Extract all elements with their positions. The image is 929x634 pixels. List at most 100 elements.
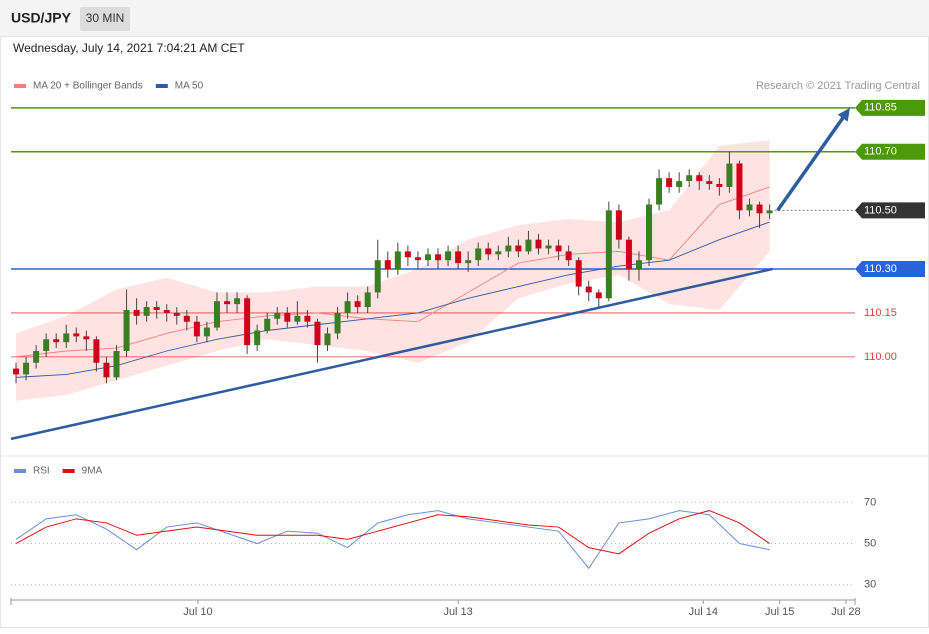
candle-body	[354, 301, 361, 308]
legend-label: 9MA	[82, 466, 103, 477]
level-tag	[855, 202, 925, 219]
x-tick-label: Jul 10	[183, 606, 212, 618]
candle-body	[264, 318, 271, 331]
candle-body	[254, 330, 261, 346]
candle-body	[314, 321, 321, 346]
x-tick-label: Jul 14	[689, 606, 718, 618]
candle-body	[686, 175, 693, 182]
moving-average	[15, 186, 770, 358]
trendline	[10, 267, 773, 441]
candle-body	[605, 210, 612, 299]
candle-body	[324, 333, 331, 346]
candle-body	[203, 327, 210, 337]
candle-body	[304, 315, 311, 322]
symbol: USD/JPY	[11, 10, 72, 26]
candle-body	[585, 286, 592, 293]
candle-body	[595, 292, 602, 299]
candle-body	[495, 251, 502, 255]
interval[interactable]: 30 MIN	[86, 11, 125, 25]
candle-body	[113, 350, 120, 378]
candle-body	[374, 260, 381, 293]
candle-body	[193, 321, 200, 337]
candle-body	[465, 260, 472, 264]
candle-body	[13, 368, 20, 375]
x-tick-label: Jul 13	[443, 606, 472, 618]
level-label: 110.30	[864, 263, 897, 275]
credit: Research © 2021 Trading Central	[756, 80, 920, 92]
legend-swatch	[155, 84, 168, 88]
legend-swatch	[62, 469, 75, 473]
level-label: 110.15	[864, 307, 897, 319]
moving-average	[15, 221, 770, 378]
candle-body	[63, 333, 70, 343]
x-tick-label: Jul 28	[831, 606, 860, 618]
candle-body	[123, 309, 130, 351]
candle-body	[676, 181, 683, 187]
candle-body	[384, 260, 391, 269]
candle-body	[73, 333, 80, 337]
candle-body	[535, 239, 542, 249]
forecast-arrow	[776, 113, 847, 212]
candle-body	[284, 312, 291, 322]
candle-body	[505, 245, 512, 252]
legend-label: MA 20 + Bollinger Bands	[33, 81, 143, 92]
candle-body	[334, 312, 341, 334]
candle-body	[344, 301, 351, 313]
candle-body	[33, 350, 40, 363]
level-tag	[855, 260, 925, 277]
candle-body	[294, 315, 301, 322]
candle-body	[625, 239, 632, 269]
candle-body	[515, 245, 522, 252]
candle-body	[635, 260, 642, 269]
level-label: 110.50	[864, 204, 897, 216]
legend-swatch	[14, 469, 26, 473]
candle-body	[394, 251, 401, 269]
candle-body	[153, 307, 160, 310]
legend-label: MA 50	[175, 81, 204, 92]
timestamp: Wednesday, July 14, 2021 7:04:21 AM CET	[13, 41, 245, 55]
candle-body	[224, 301, 231, 305]
candle-body	[485, 248, 492, 255]
candle-body	[213, 301, 220, 328]
level-tag	[855, 99, 925, 116]
candle-body	[274, 312, 281, 319]
indicator-line	[15, 510, 770, 570]
y-tick-label: 30	[864, 579, 876, 591]
arrow-head	[837, 107, 850, 122]
candle-body	[244, 298, 251, 346]
candle-body	[756, 204, 763, 214]
y-tick-label: 50	[864, 537, 876, 549]
header-bar	[0, 0, 929, 36]
candle-body	[53, 339, 60, 343]
level-tag	[855, 143, 925, 160]
candle-body	[525, 239, 532, 252]
candle-body	[726, 163, 733, 187]
candle-body	[766, 210, 773, 214]
candle-body	[545, 245, 552, 249]
candle-body	[435, 254, 442, 261]
candle-body	[133, 309, 140, 316]
candle-body	[234, 298, 241, 305]
candle-body	[424, 254, 431, 261]
candle-body	[555, 245, 562, 252]
candle-body	[414, 257, 421, 261]
candle-body	[163, 309, 170, 313]
candle-body	[716, 184, 723, 187]
candle-body	[475, 248, 482, 261]
y-tick-label: 70	[864, 496, 876, 508]
candle-body	[445, 251, 452, 261]
indicator-line	[15, 510, 770, 555]
legend-label: RSI	[33, 466, 50, 477]
candle-body	[736, 163, 743, 211]
candle-body	[666, 178, 673, 187]
candle-body	[746, 204, 753, 211]
candle-body	[646, 204, 653, 261]
interval-box[interactable]	[80, 7, 130, 31]
candle-body	[706, 181, 713, 185]
candle-body	[143, 307, 150, 316]
candle-body	[364, 292, 371, 308]
candle-body	[455, 251, 462, 264]
candle-body	[615, 210, 622, 240]
candle-body	[565, 251, 572, 261]
